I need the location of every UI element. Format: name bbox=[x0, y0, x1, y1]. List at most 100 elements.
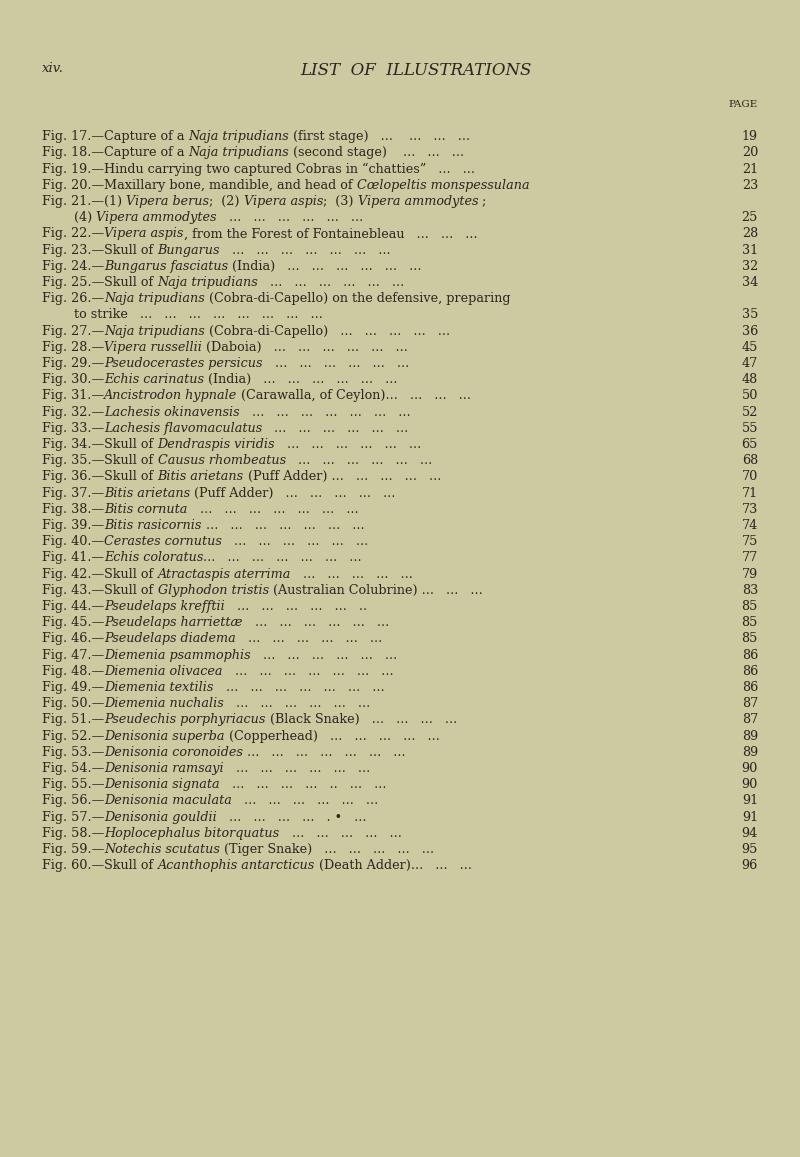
Text: Fig. 34.—: Fig. 34.— bbox=[42, 439, 104, 451]
Text: ...   ...   ...   ...   ...: ... ... ... ... ... bbox=[291, 568, 413, 581]
Text: Fig. 60.—: Fig. 60.— bbox=[42, 860, 104, 872]
Text: Fig. 42.—: Fig. 42.— bbox=[42, 568, 104, 581]
Text: (Daboia)   ...   ...   ...   ...   ...   ...: (Daboia) ... ... ... ... ... ... bbox=[202, 341, 408, 354]
Text: Bitis cornuta: Bitis cornuta bbox=[104, 503, 188, 516]
Text: Fig. 36.—: Fig. 36.— bbox=[42, 471, 104, 484]
Text: Skull of: Skull of bbox=[104, 439, 158, 451]
Text: Maxillary bone, mandible, and head of: Maxillary bone, mandible, and head of bbox=[104, 179, 357, 192]
Text: ...   ...   ...   ...   ...   ...: ... ... ... ... ... ... bbox=[222, 536, 368, 548]
Text: Glyphodon tristis: Glyphodon tristis bbox=[158, 584, 269, 597]
Text: Acanthophis antarcticus: Acanthophis antarcticus bbox=[158, 860, 314, 872]
Text: Hoplocephalus bitorquatus: Hoplocephalus bitorquatus bbox=[104, 827, 279, 840]
Text: Pseudelaps krefftii: Pseudelaps krefftii bbox=[104, 600, 225, 613]
Text: (Death Adder)...   ...   ...: (Death Adder)... ... ... bbox=[314, 860, 472, 872]
Text: ...   ...   ...   ...   ...   ...   ...: ... ... ... ... ... ... ... bbox=[222, 665, 394, 678]
Text: ...   ...   ...   ...   ...: ... ... ... ... ... bbox=[279, 827, 402, 840]
Text: Fig. 57.—: Fig. 57.— bbox=[42, 811, 104, 824]
Text: Denisonia maculata: Denisonia maculata bbox=[104, 795, 232, 808]
Text: 73: 73 bbox=[742, 503, 758, 516]
Text: Vipera aspis: Vipera aspis bbox=[104, 228, 184, 241]
Text: Fig. 24.—: Fig. 24.— bbox=[42, 260, 104, 273]
Text: Lachesis okinavensis: Lachesis okinavensis bbox=[104, 406, 240, 419]
Text: Bitis arietans: Bitis arietans bbox=[104, 487, 190, 500]
Text: PAGE: PAGE bbox=[729, 100, 758, 109]
Text: ...   ...   ...   ...   ...   ...: ... ... ... ... ... ... bbox=[275, 439, 422, 451]
Text: (Australian Colubrine) ...   ...   ...: (Australian Colubrine) ... ... ... bbox=[269, 584, 482, 597]
Text: 85: 85 bbox=[742, 617, 758, 629]
Text: Fig. 29.—: Fig. 29.— bbox=[42, 358, 104, 370]
Text: 89: 89 bbox=[742, 746, 758, 759]
Text: 90: 90 bbox=[742, 779, 758, 791]
Text: Diemenia textilis: Diemenia textilis bbox=[104, 681, 214, 694]
Text: Fig. 30.—: Fig. 30.— bbox=[42, 374, 104, 386]
Text: Fig. 56.—: Fig. 56.— bbox=[42, 795, 104, 808]
Text: Vipera ammodytes: Vipera ammodytes bbox=[96, 212, 217, 224]
Text: Fig. 59.—: Fig. 59.— bbox=[42, 843, 104, 856]
Text: Skull of: Skull of bbox=[104, 471, 158, 484]
Text: Fig. 41.—: Fig. 41.— bbox=[42, 552, 104, 565]
Text: 83: 83 bbox=[742, 584, 758, 597]
Text: 94: 94 bbox=[742, 827, 758, 840]
Text: Pseudelaps harriettæ: Pseudelaps harriettæ bbox=[104, 617, 243, 629]
Text: Ancistrodon hypnale: Ancistrodon hypnale bbox=[104, 390, 238, 403]
Text: 96: 96 bbox=[742, 860, 758, 872]
Text: Echis coloratus: Echis coloratus bbox=[104, 552, 203, 565]
Text: Causus rhombeatus: Causus rhombeatus bbox=[158, 455, 286, 467]
Text: 86: 86 bbox=[742, 681, 758, 694]
Text: ...   ...   ...   ...   ...   ...: ... ... ... ... ... ... bbox=[232, 795, 378, 808]
Text: Fig. 26.—: Fig. 26.— bbox=[42, 293, 104, 305]
Text: Naja tripudians: Naja tripudians bbox=[158, 277, 258, 289]
Text: 87: 87 bbox=[742, 714, 758, 727]
Text: (Cobra-di-Capello)   ...   ...   ...   ...   ...: (Cobra-di-Capello) ... ... ... ... ... bbox=[205, 325, 450, 338]
Text: Notechis scutatus: Notechis scutatus bbox=[104, 843, 220, 856]
Text: (second stage)    ...   ...   ...: (second stage) ... ... ... bbox=[290, 147, 465, 160]
Text: 21: 21 bbox=[742, 163, 758, 176]
Text: (Cobra-di-Capello) on the defensive, preparing: (Cobra-di-Capello) on the defensive, pre… bbox=[205, 293, 510, 305]
Text: Fig. 49.—: Fig. 49.— bbox=[42, 681, 104, 694]
Text: ...   ...   ...   ...   ...   ...: ... ... ... ... ... ... bbox=[224, 762, 370, 775]
Text: 23: 23 bbox=[742, 179, 758, 192]
Text: 68: 68 bbox=[742, 455, 758, 467]
Text: Vipera ammodytes: Vipera ammodytes bbox=[358, 196, 478, 208]
Text: ...   ...   ...   ...   ...   ...: ... ... ... ... ... ... bbox=[262, 358, 409, 370]
Text: 45: 45 bbox=[742, 341, 758, 354]
Text: Fig. 32.—: Fig. 32.— bbox=[42, 406, 104, 419]
Text: ;  (3): ; (3) bbox=[323, 196, 358, 208]
Text: Fig. 53.—: Fig. 53.— bbox=[42, 746, 104, 759]
Text: Diemenia olivacea: Diemenia olivacea bbox=[104, 665, 222, 678]
Text: Pseudelaps diadema: Pseudelaps diadema bbox=[104, 633, 236, 646]
Text: ...   ...   ...   ...   ...   ...   ...: ... ... ... ... ... ... ... bbox=[240, 406, 410, 419]
Text: (Puff Adder)   ...   ...   ...   ...   ...: (Puff Adder) ... ... ... ... ... bbox=[190, 487, 396, 500]
Text: Diemenia psammophis: Diemenia psammophis bbox=[104, 649, 251, 662]
Text: 47: 47 bbox=[742, 358, 758, 370]
Text: xiv.: xiv. bbox=[42, 62, 64, 75]
Text: ;  (2): ; (2) bbox=[210, 196, 244, 208]
Text: 89: 89 bbox=[742, 730, 758, 743]
Text: 79: 79 bbox=[742, 568, 758, 581]
Text: Pseudechis porphyriacus: Pseudechis porphyriacus bbox=[104, 714, 266, 727]
Text: Denisonia superba: Denisonia superba bbox=[104, 730, 225, 743]
Text: Fig. 46.—: Fig. 46.— bbox=[42, 633, 104, 646]
Text: 55: 55 bbox=[742, 422, 758, 435]
Text: Fig. 44.—: Fig. 44.— bbox=[42, 600, 104, 613]
Text: Naja tripudians: Naja tripudians bbox=[189, 131, 290, 143]
Text: Bitis arietans: Bitis arietans bbox=[158, 471, 244, 484]
Text: Fig. 28.—: Fig. 28.— bbox=[42, 341, 104, 354]
Text: Capture of a: Capture of a bbox=[104, 131, 189, 143]
Text: Fig. 55.—: Fig. 55.— bbox=[42, 779, 105, 791]
Text: Fig. 47.—: Fig. 47.— bbox=[42, 649, 104, 662]
Text: Hindu carrying two captured Cobras in “chatties”   ...   ...: Hindu carrying two captured Cobras in “c… bbox=[104, 163, 475, 176]
Text: Bungarus: Bungarus bbox=[158, 244, 220, 257]
Text: 85: 85 bbox=[742, 633, 758, 646]
Text: Skull of: Skull of bbox=[104, 584, 158, 597]
Text: 86: 86 bbox=[742, 649, 758, 662]
Text: Fig. 38.—: Fig. 38.— bbox=[42, 503, 104, 516]
Text: Fig. 45.—: Fig. 45.— bbox=[42, 617, 104, 629]
Text: Fig. 54.—: Fig. 54.— bbox=[42, 762, 104, 775]
Text: Bitis rasicornis: Bitis rasicornis bbox=[104, 519, 202, 532]
Text: Naja tripudians: Naja tripudians bbox=[189, 147, 290, 160]
Text: (Black Snake)   ...   ...   ...   ...: (Black Snake) ... ... ... ... bbox=[266, 714, 457, 727]
Text: Denisonia gouldii: Denisonia gouldii bbox=[104, 811, 217, 824]
Text: (first stage)   ...    ...   ...   ...: (first stage) ... ... ... ... bbox=[290, 131, 470, 143]
Text: ...   ...   ...   ...   ..   ...   ...: ... ... ... ... .. ... ... bbox=[220, 779, 386, 791]
